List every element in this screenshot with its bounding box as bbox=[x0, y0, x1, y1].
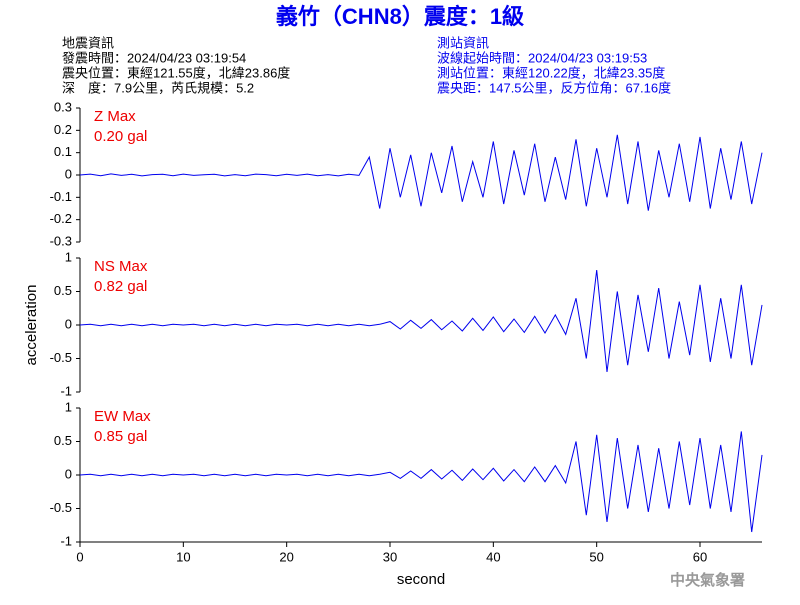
x-tick-label: 30 bbox=[383, 549, 397, 564]
y-tick-label: -0.2 bbox=[50, 211, 72, 226]
y-tick-label: -0.1 bbox=[50, 189, 72, 204]
chart-title: 義竹（CHN8）震度：1級 bbox=[276, 4, 524, 29]
info-right: 測站資訊 bbox=[437, 35, 489, 50]
info-left: 地震資訊 bbox=[62, 35, 114, 50]
info-right: 波線起始時間：2024/04/23 03:19:53 bbox=[437, 50, 647, 65]
footer-logo: 中央氣象署 bbox=[670, 571, 745, 589]
annotation: EW Max bbox=[94, 408, 151, 425]
y-tick-label: 0 bbox=[65, 166, 72, 181]
x-tick-label: 60 bbox=[693, 549, 707, 564]
y-tick-label: 1 bbox=[65, 399, 72, 414]
y-tick-label: 0.3 bbox=[54, 99, 72, 114]
y-tick-label: 1 bbox=[65, 249, 72, 264]
waveform bbox=[79, 270, 763, 372]
info-left: 震央位置：東經121.55度，北緯23.86度 bbox=[62, 65, 290, 80]
y-tick-label: -0.5 bbox=[50, 500, 72, 515]
y-tick-label: 0.2 bbox=[54, 122, 72, 137]
y-tick-label: 0 bbox=[65, 316, 72, 331]
annotation: 0.20 gal bbox=[94, 128, 147, 145]
annotation: 0.82 gal bbox=[94, 278, 147, 295]
y-tick-label: 0 bbox=[65, 466, 72, 481]
info-right: 震央距：147.5公里，反方位角：67.16度 bbox=[437, 80, 671, 95]
x-tick-label: 0 bbox=[76, 549, 83, 564]
y-tick-label: 0.5 bbox=[54, 283, 72, 298]
waveform bbox=[79, 134, 763, 211]
y-tick-label: -0.5 bbox=[50, 350, 72, 365]
annotation: NS Max bbox=[94, 258, 148, 275]
y-tick-label: -1 bbox=[60, 533, 72, 548]
y-axis-label: acceleration bbox=[23, 285, 40, 366]
info-right: 測站位置：東經120.22度，北緯23.35度 bbox=[437, 65, 665, 80]
x-tick-label: 50 bbox=[589, 549, 603, 564]
annotation: Z Max bbox=[94, 108, 136, 125]
x-tick-label: 20 bbox=[279, 549, 293, 564]
x-tick-label: 40 bbox=[486, 549, 500, 564]
x-tick-label: 10 bbox=[176, 549, 190, 564]
y-tick-label: 0.1 bbox=[54, 144, 72, 159]
y-tick-label: 0.5 bbox=[54, 433, 72, 448]
waveform bbox=[79, 431, 763, 533]
annotation: 0.85 gal bbox=[94, 428, 147, 445]
y-tick-label: -0.3 bbox=[50, 233, 72, 248]
x-axis-label: second bbox=[397, 571, 445, 588]
y-tick-label: -1 bbox=[60, 383, 72, 398]
info-left: 深 度：7.9公里，芮氏規模：5.2 bbox=[62, 80, 254, 95]
info-left: 發震時間：2024/04/23 03:19:54 bbox=[62, 50, 246, 65]
